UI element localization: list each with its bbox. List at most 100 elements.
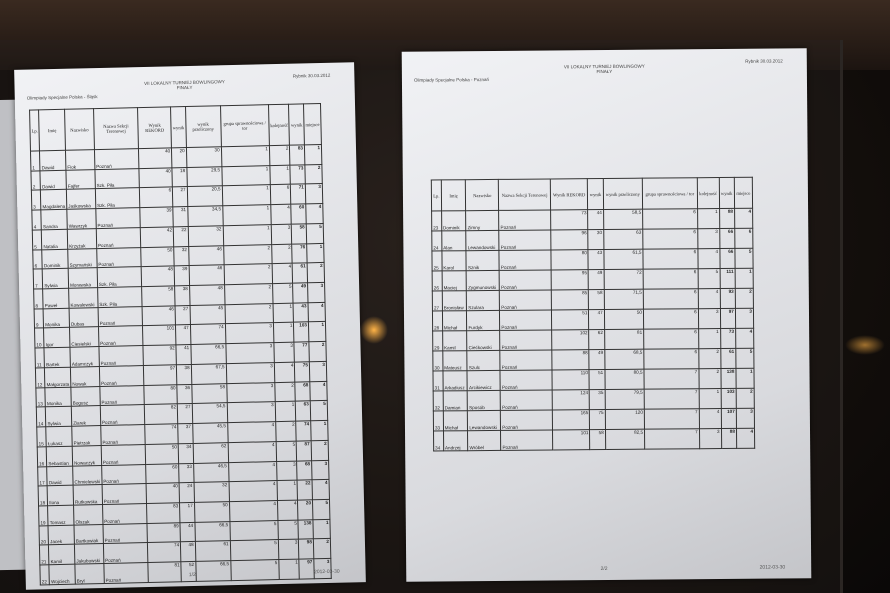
header-row: Lp. Imię Nazwisko Nazwa Sekcji Terenowej Wyn… bbox=[431, 177, 753, 212]
table-cell: 2 bbox=[275, 421, 297, 442]
table-cell: 2 bbox=[735, 288, 754, 309]
table-cell: 2 bbox=[304, 164, 323, 185]
table-cell: 81 bbox=[148, 561, 182, 583]
table-cell: 16 bbox=[37, 446, 47, 467]
table-cell: Poznań bbox=[97, 306, 143, 328]
table-cell: 66,5 bbox=[195, 560, 231, 582]
table-cell: Szymański bbox=[67, 248, 97, 269]
table-cell: 4 bbox=[274, 362, 296, 383]
table-cell: Olszak bbox=[73, 504, 103, 525]
table-cell: 97 bbox=[299, 558, 315, 580]
table-cell: 60 bbox=[145, 463, 180, 484]
table-cell: 4 bbox=[734, 208, 753, 229]
table-cell: Morawska bbox=[68, 267, 98, 289]
table-cell: 23 bbox=[431, 210, 442, 232]
table-cell: 74 bbox=[190, 324, 226, 345]
table-cell: 97 bbox=[143, 364, 178, 386]
table-cell: Ziarek bbox=[71, 405, 101, 427]
table-cell: 63 bbox=[295, 401, 311, 422]
table-cell: 2 bbox=[224, 303, 274, 325]
table-cell: Monika bbox=[43, 307, 70, 329]
organization: Olimpiady Specjalne Polska - Śląsk bbox=[26, 94, 98, 101]
table-cell: 80,5 bbox=[604, 369, 645, 390]
table-cell: Lewandowski bbox=[466, 230, 500, 251]
table-cell: 40 bbox=[146, 483, 180, 504]
table-row: 31 Arkadiusz Arcikiewicz Poznań 110 51 80,5 7 2 1… bbox=[432, 368, 755, 392]
table-cell: 3 bbox=[698, 308, 721, 329]
table-cell: 7 bbox=[644, 428, 700, 450]
table-cell: Poznań bbox=[95, 207, 141, 229]
table-cell: 45 bbox=[189, 304, 226, 325]
light-reflection bbox=[845, 335, 885, 355]
organization: Olimpiady Specjalne Polska - Poznań bbox=[413, 77, 490, 83]
table-cell: 3 bbox=[736, 408, 755, 429]
table-cell: 62 bbox=[192, 442, 229, 463]
table-cell: 60 bbox=[291, 203, 307, 225]
table-cell: Furdyk bbox=[466, 310, 500, 331]
table-cell: 93 bbox=[719, 288, 736, 309]
table-cell: Poznań bbox=[101, 483, 147, 505]
column-header: grupa sprawnościowa / tor bbox=[220, 104, 270, 147]
table-cell: 92 bbox=[143, 345, 177, 366]
table-cell: Dominik bbox=[441, 210, 467, 231]
table-cell: 18 bbox=[172, 167, 188, 188]
table-cell: 50 bbox=[194, 501, 230, 523]
table-cell: 2 bbox=[271, 243, 293, 264]
table-cell: Ciesielski bbox=[69, 327, 99, 348]
column-header: wynik bbox=[170, 106, 187, 148]
table-cell: Ilona bbox=[47, 485, 74, 506]
table-cell: 74 bbox=[296, 420, 312, 441]
table-cell: 38 bbox=[176, 364, 192, 385]
table-cell: Tomasz bbox=[47, 505, 74, 526]
table-cell: 1 bbox=[734, 268, 754, 289]
table-cell: 5 bbox=[275, 440, 298, 462]
table-cell: 76 bbox=[292, 243, 308, 264]
table-cell: 63 bbox=[603, 229, 643, 250]
table-cell: Poznań bbox=[94, 148, 140, 170]
table-cell: Nowak bbox=[70, 366, 100, 387]
table-cell: Poznań bbox=[103, 562, 149, 584]
column-header: miejsce bbox=[734, 177, 753, 209]
table-cell: 2 bbox=[698, 368, 721, 389]
table-cell: 4 bbox=[227, 441, 277, 463]
table-cell: Bronisław bbox=[442, 290, 467, 311]
table-cell: 15 bbox=[36, 426, 47, 447]
footer-date: 2012-03-30 bbox=[759, 564, 786, 571]
table-cell: 1 bbox=[272, 302, 294, 324]
table-cell: 102 bbox=[551, 329, 590, 350]
table-cell: 5 bbox=[312, 499, 330, 520]
table-cell: Poznań bbox=[98, 326, 144, 347]
table-cell: 44 bbox=[180, 522, 196, 543]
table-row: 29 Kamil Ciećkowski Poznań 102 62 81 6 1 73 4 bbox=[432, 328, 754, 352]
table-cell: Damian bbox=[442, 390, 468, 411]
table-cell: Bogusz bbox=[70, 386, 101, 407]
table-cell: Sylwia bbox=[45, 406, 72, 427]
column-header: kolejność bbox=[697, 177, 720, 209]
table-cell: 32 bbox=[433, 390, 444, 412]
table-cell: 67,5 bbox=[191, 363, 227, 385]
table-cell: 6 bbox=[643, 288, 699, 310]
table-cell: 111 bbox=[719, 268, 736, 289]
results-table: Lp. Imię Nazwisko Nazwa Sekcji Terenowej Wyn… bbox=[29, 103, 332, 586]
table-cell: Szulc bbox=[467, 350, 501, 371]
table-cell: Poznań bbox=[102, 523, 148, 544]
table-cell: 3 bbox=[226, 401, 276, 423]
table-cell: 7 bbox=[644, 388, 700, 410]
table-cell: 48 bbox=[141, 266, 175, 287]
table-cell: 18 bbox=[38, 485, 48, 506]
table-row: 27 Bronisław Szulara Poznań 85 58 71,5 6 4 93 2 bbox=[432, 288, 754, 312]
table-cell: Poznań bbox=[98, 345, 144, 367]
table-cell: Poznań bbox=[499, 289, 552, 311]
sheet-date: Rybnik 30.03.2012 bbox=[292, 72, 331, 79]
table-cell: Łukasz bbox=[46, 426, 73, 447]
table-cell: 4 bbox=[305, 203, 324, 224]
table-cell: Dawid bbox=[46, 465, 74, 486]
table-cell: 11 bbox=[34, 348, 45, 368]
table-cell: 20,5 bbox=[187, 186, 223, 207]
table-cell: 120 bbox=[605, 409, 645, 430]
table-cell: 3 bbox=[699, 428, 722, 449]
page-number: 2/2 bbox=[600, 566, 608, 573]
table-cell: Pietrzak bbox=[71, 425, 101, 446]
column-header: wynik bbox=[288, 103, 305, 146]
table-cell: 68 bbox=[295, 381, 311, 402]
